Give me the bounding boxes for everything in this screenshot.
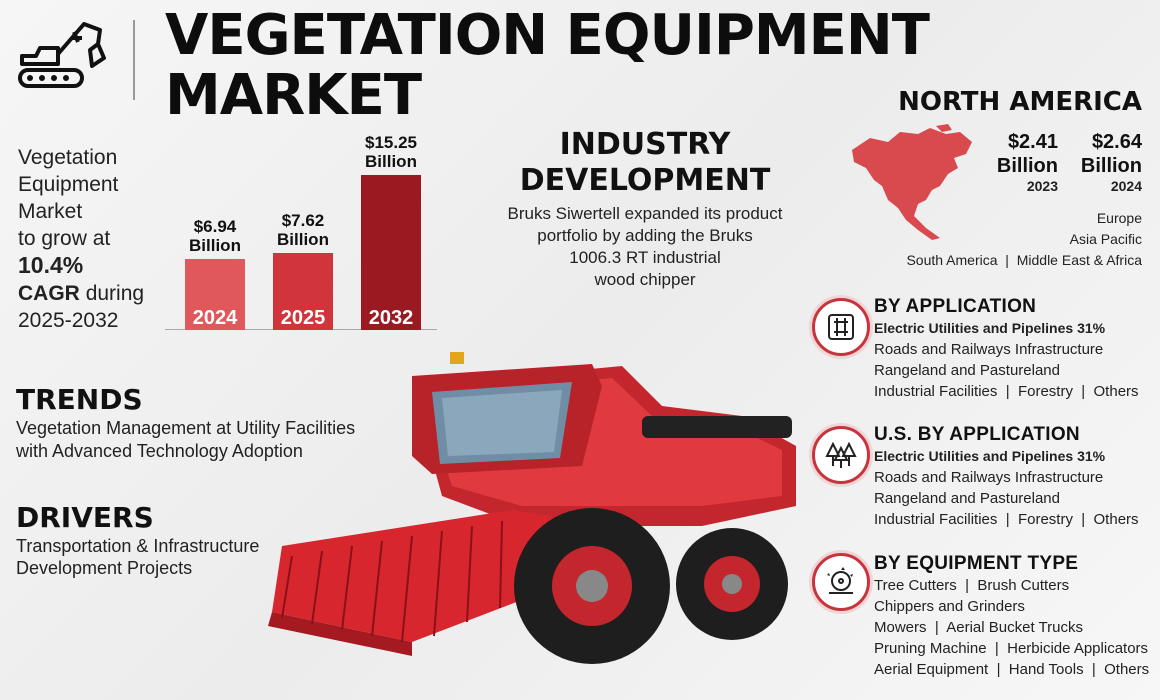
drivers-line: Development Projects (16, 558, 193, 578)
industry-development: INDUSTRY DEVELOPMENT Bruks Siwertell exp… (480, 127, 810, 291)
region-label: Asia Pacific (1069, 231, 1142, 247)
trends-heading: TRENDS (16, 383, 143, 416)
bar-category-label: 2032 (368, 307, 414, 329)
cagr-label: CAGR (18, 282, 80, 305)
drivers-heading: DRIVERS (16, 501, 154, 534)
title-line-2: MARKET (165, 63, 422, 128)
bar-category-label: 2025 (280, 307, 326, 329)
other-regions: Europe Asia Pacific South America | Midd… (906, 208, 1142, 271)
segment-line: Tree Cutters | Brush Cutters (874, 577, 1070, 594)
segment-lead: Electric Utilities and Pipelines 31% (874, 320, 1106, 336)
segment-line: Roads and Railways Infrastructure (874, 341, 1104, 358)
bar-value-label: $7.62 Billion (258, 211, 348, 249)
industry-text-line: portfolio by adding the Bruks (537, 226, 753, 245)
drivers-section: DRIVERS Transportation & Infrastructure … (16, 501, 259, 579)
region-label: Europe (1096, 210, 1142, 226)
industry-text-line: wood chipper (594, 270, 696, 289)
growth-line: Equipment (18, 173, 119, 196)
trends-section: TRENDS Vegetation Management at Utility … (16, 383, 355, 463)
na-stat-year: 2024 (1110, 178, 1142, 194)
growth-statement: Vegetation Equipment Market to grow at 1… (18, 144, 144, 334)
segment-lead: Electric Utilities and Pipelines 31% (874, 448, 1106, 464)
segment-by-equipment-type: BY EQUIPMENT TYPE Tree Cutters | Brush C… (812, 553, 1152, 680)
bar-value-amount: $15.25 (365, 133, 417, 152)
growth-line: Market (18, 200, 83, 223)
segment-line: Chippers and Grinders (874, 598, 1025, 615)
bar-value-unit: Billion (365, 152, 417, 171)
bar-2025: 2025 (273, 253, 333, 330)
segment-line: Rangeland and Pastureland (874, 362, 1060, 379)
na-stat-value: $2.41 (1007, 131, 1058, 153)
na-stat-2023: $2.41 Billion 2023 (992, 130, 1058, 194)
bar-category-label: 2024 (192, 307, 238, 329)
title-line-1: VEGETATION EQUIPMENT (165, 3, 930, 68)
bar-value-label: $15.25 Billion (346, 133, 436, 171)
segment-line: Mowers | Aerial Bucket Trucks (874, 619, 1083, 636)
segment-heading: BY EQUIPMENT TYPE (874, 553, 1079, 574)
segment-line: Industrial Facilities | Forestry | Other… (874, 383, 1139, 400)
industry-text-line: 1006.3 RT industrial (569, 248, 721, 267)
na-stat-year: 2023 (1026, 178, 1058, 194)
growth-period: 2025-2032 (18, 309, 119, 332)
bar-value-unit: Billion (189, 236, 241, 255)
combine-harvester-icon (262, 346, 802, 676)
na-stat-unit: Billion (996, 155, 1058, 177)
bar-value-unit: Billion (277, 230, 329, 249)
drivers-line: Transportation & Infrastructure (16, 536, 260, 556)
segment-us-by-application: U.S. BY APPLICATION Electric Utilities a… (812, 424, 1152, 530)
bar-value-amount: $6.94 (193, 217, 237, 236)
segment-line: Industrial Facilities | Forestry | Other… (874, 511, 1139, 528)
industry-heading-line: INDUSTRY (559, 127, 731, 162)
region-separator: | (1005, 252, 1009, 268)
segment-line: Pruning Machine | Herbicide Applicators (874, 640, 1149, 657)
region-label: Middle East & Africa (1016, 252, 1142, 268)
industry-heading-line: DEVELOPMENT (519, 163, 771, 198)
segment-line: Aerial Equipment | Hand Tools | Others (874, 661, 1150, 678)
segment-heading: U.S. BY APPLICATION (874, 424, 1080, 445)
north-america-map-icon (848, 124, 984, 242)
growth-rate: 10.4% (18, 252, 84, 278)
trends-line: with Advanced Technology Adoption (16, 441, 303, 461)
saw-blade-icon (812, 553, 870, 611)
bar-2032: 2032 (361, 175, 421, 330)
growth-line: Vegetation (18, 146, 118, 169)
north-america-heading: NORTH AMERICA (898, 87, 1142, 117)
na-stat-2024: $2.64 Billion 2024 (1076, 130, 1142, 194)
growth-line: to grow at (18, 227, 111, 250)
na-stat-value: $2.64 (1091, 131, 1142, 153)
trees-icon (812, 426, 870, 484)
bar-2024: 2024 (185, 259, 245, 330)
growth-during: during (85, 282, 145, 305)
segment-line: Rangeland and Pastureland (874, 490, 1060, 507)
bar-value-label: $6.94 Billion (170, 217, 260, 255)
na-stat-unit: Billion (1080, 155, 1142, 177)
page-title: VEGETATION EQUIPMENT MARKET (165, 3, 930, 128)
segment-by-application: BY APPLICATION Electric Utilities and Pi… (812, 296, 1152, 402)
industry-heading: INDUSTRY DEVELOPMENT (480, 127, 810, 199)
bar-value-amount: $7.62 (281, 211, 325, 230)
segment-heading: BY APPLICATION (874, 296, 1037, 317)
pipeline-icon (812, 298, 870, 356)
region-label: South America (906, 252, 998, 268)
industry-text-line: Bruks Siwertell expanded its product (507, 204, 783, 223)
excavator-icon (14, 14, 114, 100)
title-divider (133, 20, 135, 100)
market-size-chart: 2024 $6.94 Billion 2025 $7.62 Billion 2032 $15.… (165, 120, 440, 330)
segment-line: Roads and Railways Infrastructure (874, 469, 1104, 486)
trends-line: Vegetation Management at Utility Facilit… (16, 418, 356, 438)
